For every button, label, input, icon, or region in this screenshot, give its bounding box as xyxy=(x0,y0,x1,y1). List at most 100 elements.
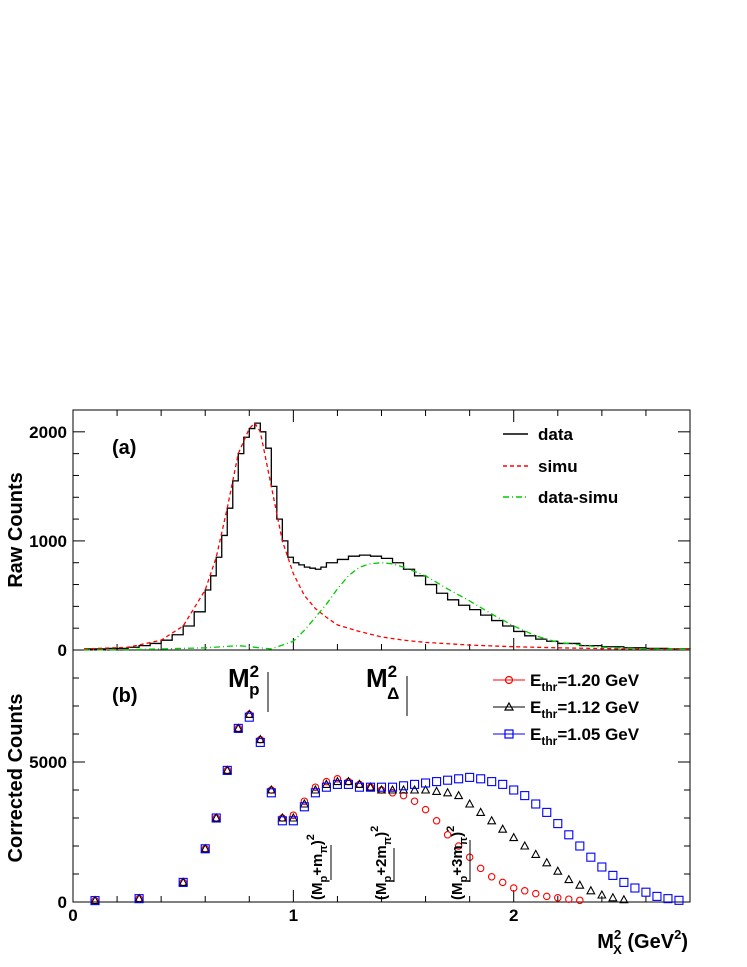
point-e105 xyxy=(233,723,243,733)
point-e120 xyxy=(498,878,507,887)
point-e112 xyxy=(608,892,618,902)
legend-e112-marker xyxy=(503,701,515,711)
point-e120 xyxy=(487,873,496,881)
point-e105 xyxy=(432,777,442,787)
point-e112 xyxy=(497,824,508,833)
point-e120 xyxy=(443,831,452,839)
legend-e112-label: Ethr=1.12 GeV xyxy=(530,698,640,721)
point-e120 xyxy=(289,811,298,819)
point-e112 xyxy=(442,787,453,797)
panel-b-xtick-label: 0 xyxy=(68,906,77,925)
point-e112 xyxy=(200,843,210,853)
point-e105 xyxy=(288,816,298,826)
panel-a-ylabel: Raw Counts xyxy=(5,472,27,588)
point-e105 xyxy=(597,862,607,872)
panel-a-label: (a) xyxy=(112,437,136,459)
point-e105 xyxy=(255,737,265,747)
point-e105 xyxy=(211,813,221,823)
point-e112 xyxy=(343,776,354,786)
point-e105 xyxy=(134,894,144,904)
point-e120 xyxy=(333,775,342,783)
point-e105 xyxy=(354,782,365,792)
point-e105 xyxy=(244,712,254,722)
point-e105 xyxy=(663,894,673,904)
point-e105 xyxy=(465,772,475,782)
point-e105 xyxy=(90,896,100,906)
point-e105 xyxy=(387,782,398,792)
panel-b-xtick-label: 2 xyxy=(509,906,518,925)
point-e105 xyxy=(553,819,563,829)
point-e120 xyxy=(311,783,320,791)
mass-annotations: M2 p M2 Δ (Mp+mπ)2 (Mp+2mπ)2 (Mp+3mπ)2 xyxy=(228,662,471,900)
point-e105 xyxy=(222,765,232,775)
panel-b-label: (b) xyxy=(112,685,138,707)
point-e112 xyxy=(277,812,288,822)
point-e112 xyxy=(332,776,343,786)
point-e105 xyxy=(586,852,596,862)
point-e105 xyxy=(332,779,342,789)
point-e105 xyxy=(410,779,420,789)
panel-a-ytick-label: 0 xyxy=(58,641,67,660)
point-e120 xyxy=(543,892,551,901)
point-e120 xyxy=(576,896,584,905)
annotation-thr1: (Mp+mπ)2 xyxy=(305,834,330,900)
point-e105 xyxy=(421,778,431,788)
point-e112 xyxy=(597,889,607,899)
point-e105 xyxy=(520,791,530,801)
point-e120 xyxy=(520,887,529,895)
point-e112 xyxy=(266,784,277,794)
panel-b-ytick-label: 0 xyxy=(58,893,67,912)
point-e112 xyxy=(288,812,299,822)
point-e112 xyxy=(376,784,387,794)
point-e112 xyxy=(486,815,497,825)
point-e105 xyxy=(277,816,287,826)
panel-b-legend: Ethr=1.20 GeV Ethr=1.12 GeV Ethr=1.05 Ge… xyxy=(493,671,640,748)
point-e120 xyxy=(300,797,309,805)
legend-data-label: data xyxy=(538,425,574,444)
point-e112 xyxy=(354,779,365,788)
point-e105 xyxy=(674,895,684,905)
point-e120 xyxy=(476,864,485,873)
point-e105 xyxy=(575,841,585,851)
point-e112 xyxy=(178,877,188,886)
point-e120 xyxy=(454,842,463,850)
annotation-thr2: (Mp+2mπ)2 xyxy=(369,826,394,900)
panel-a-ticks: 0 1000 2000 xyxy=(29,410,690,660)
point-e112 xyxy=(321,779,332,788)
point-e112 xyxy=(542,857,552,867)
annotation-mdelta: M2 Δ xyxy=(366,662,399,703)
point-e105 xyxy=(398,781,409,791)
legend-e120-label: Ethr=1.20 GeV xyxy=(530,671,640,694)
legend-e105-marker xyxy=(504,729,514,739)
point-e105 xyxy=(343,779,353,789)
point-e112 xyxy=(586,885,596,895)
point-e112 xyxy=(431,786,442,795)
point-e120 xyxy=(322,777,331,786)
series-diff-line xyxy=(84,562,691,651)
point-e105 xyxy=(619,877,629,887)
series-simu-line xyxy=(83,422,691,651)
panel-a-frame xyxy=(72,409,691,651)
point-e105 xyxy=(487,777,497,787)
annotation-mp: M2 p xyxy=(228,662,260,699)
point-e120 xyxy=(421,805,430,814)
point-e120 xyxy=(531,889,540,898)
series-data-line xyxy=(84,422,691,650)
point-e105 xyxy=(266,788,276,798)
point-e105 xyxy=(200,844,210,854)
point-e105 xyxy=(630,883,640,893)
panel-a-ytick-label: 2000 xyxy=(29,423,67,442)
point-e112 xyxy=(387,784,398,794)
point-e105 xyxy=(376,782,387,792)
point-e112 xyxy=(464,798,475,808)
point-e120 xyxy=(399,791,408,800)
point-e120 xyxy=(432,817,441,825)
legend-diff-label: data-simu xyxy=(538,488,618,507)
panel-b-ytick-label: 5000 xyxy=(29,753,67,772)
point-e105 xyxy=(365,782,376,792)
point-e112 xyxy=(575,880,585,889)
legend-e105-label: Ethr=1.05 GeV xyxy=(530,725,640,748)
panel-b-xlabel: M2 X (GeV2) xyxy=(597,927,688,957)
legend-e120-marker xyxy=(504,675,514,685)
panel-b-ylabel: Corrected Counts xyxy=(5,694,27,863)
